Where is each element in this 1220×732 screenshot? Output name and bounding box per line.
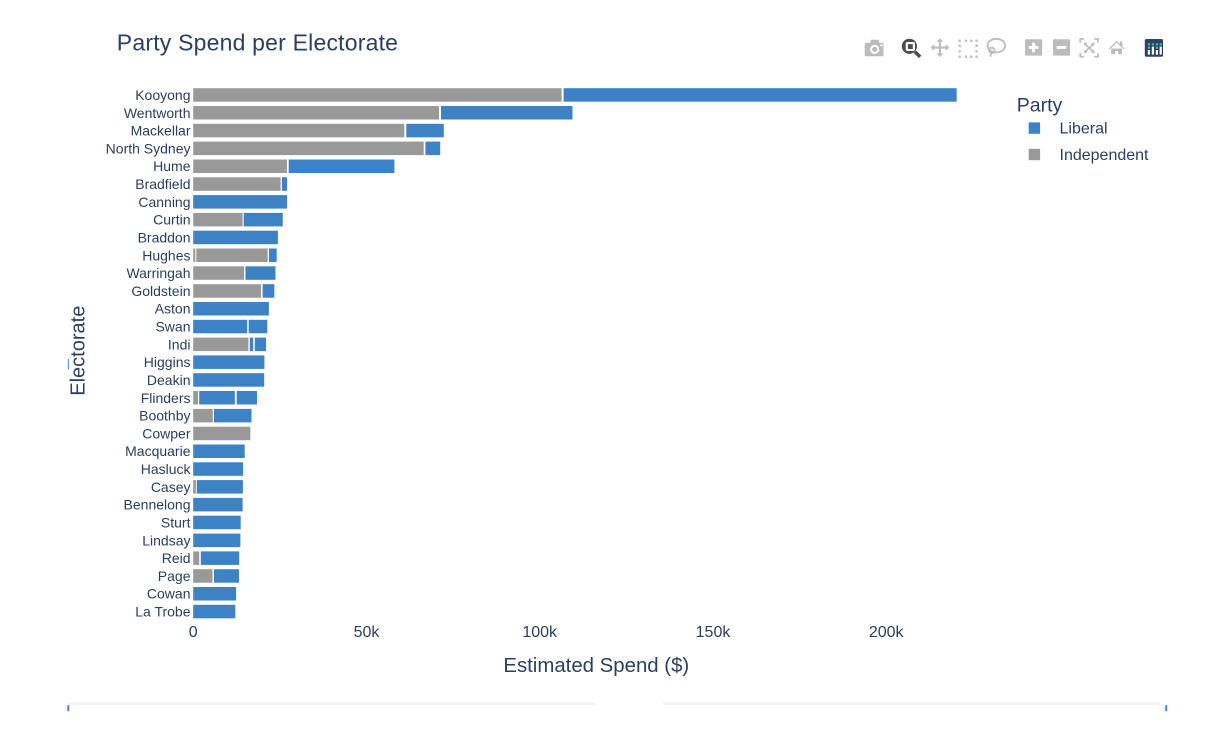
svg-text:Higgins: Higgins — [144, 354, 191, 370]
svg-text:Boothby: Boothby — [139, 408, 190, 424]
svg-text:Kooyong: Kooyong — [135, 87, 190, 103]
svg-text:Estimated Spend ($): Estimated Spend ($) — [503, 655, 689, 677]
svg-text:Braddon: Braddon — [138, 230, 191, 246]
svg-text:Deakin: Deakin — [147, 372, 191, 388]
svg-text:Mackellar: Mackellar — [131, 123, 191, 139]
svg-text:Macquarie: Macquarie — [125, 443, 191, 459]
svg-text:Casey: Casey — [151, 479, 191, 495]
svg-text:Canning: Canning — [138, 194, 190, 210]
svg-text:100k: 100k — [522, 624, 558, 641]
svg-text:Lindsay: Lindsay — [142, 532, 190, 548]
svg-text:50k: 50k — [354, 624, 381, 641]
svg-text:Party: Party — [1017, 95, 1063, 117]
svg-text:Indi: Indi — [168, 336, 191, 352]
svg-text:150k: 150k — [696, 624, 732, 641]
svg-text:Independent: Independent — [1060, 147, 1150, 164]
svg-text:Bradfield: Bradfield — [135, 176, 190, 192]
svg-text:Electorate: Electorate — [67, 306, 89, 396]
svg-text:Hasluck: Hasluck — [141, 461, 192, 477]
svg-text:Hughes: Hughes — [142, 247, 190, 263]
svg-text:North Sydney: North Sydney — [106, 140, 191, 156]
svg-text:Party Spend per Electorate: Party Spend per Electorate — [117, 29, 398, 55]
svg-text:Aston: Aston — [155, 301, 191, 317]
svg-text:0: 0 — [189, 624, 198, 641]
svg-text:Page: Page — [158, 568, 191, 584]
svg-text:Reid: Reid — [162, 550, 191, 566]
svg-text:200k: 200k — [869, 624, 905, 641]
svg-text:Goldstein: Goldstein — [131, 283, 190, 299]
svg-text:Cowper: Cowper — [142, 425, 191, 441]
svg-text:Bennelong: Bennelong — [124, 497, 191, 513]
svg-text:Curtin: Curtin — [153, 212, 190, 228]
svg-text:Swan: Swan — [155, 319, 190, 335]
svg-text:Wentworth: Wentworth — [124, 105, 191, 121]
svg-text:Liberal: Liberal — [1060, 121, 1108, 138]
svg-text:Cowan: Cowan — [147, 586, 191, 602]
svg-text:La Trobe: La Trobe — [135, 604, 190, 620]
svg-text:Sturt: Sturt — [161, 515, 191, 531]
svg-text:Hume: Hume — [153, 158, 191, 174]
svg-text:Warringah: Warringah — [126, 265, 190, 281]
svg-text:Flinders: Flinders — [141, 390, 191, 406]
